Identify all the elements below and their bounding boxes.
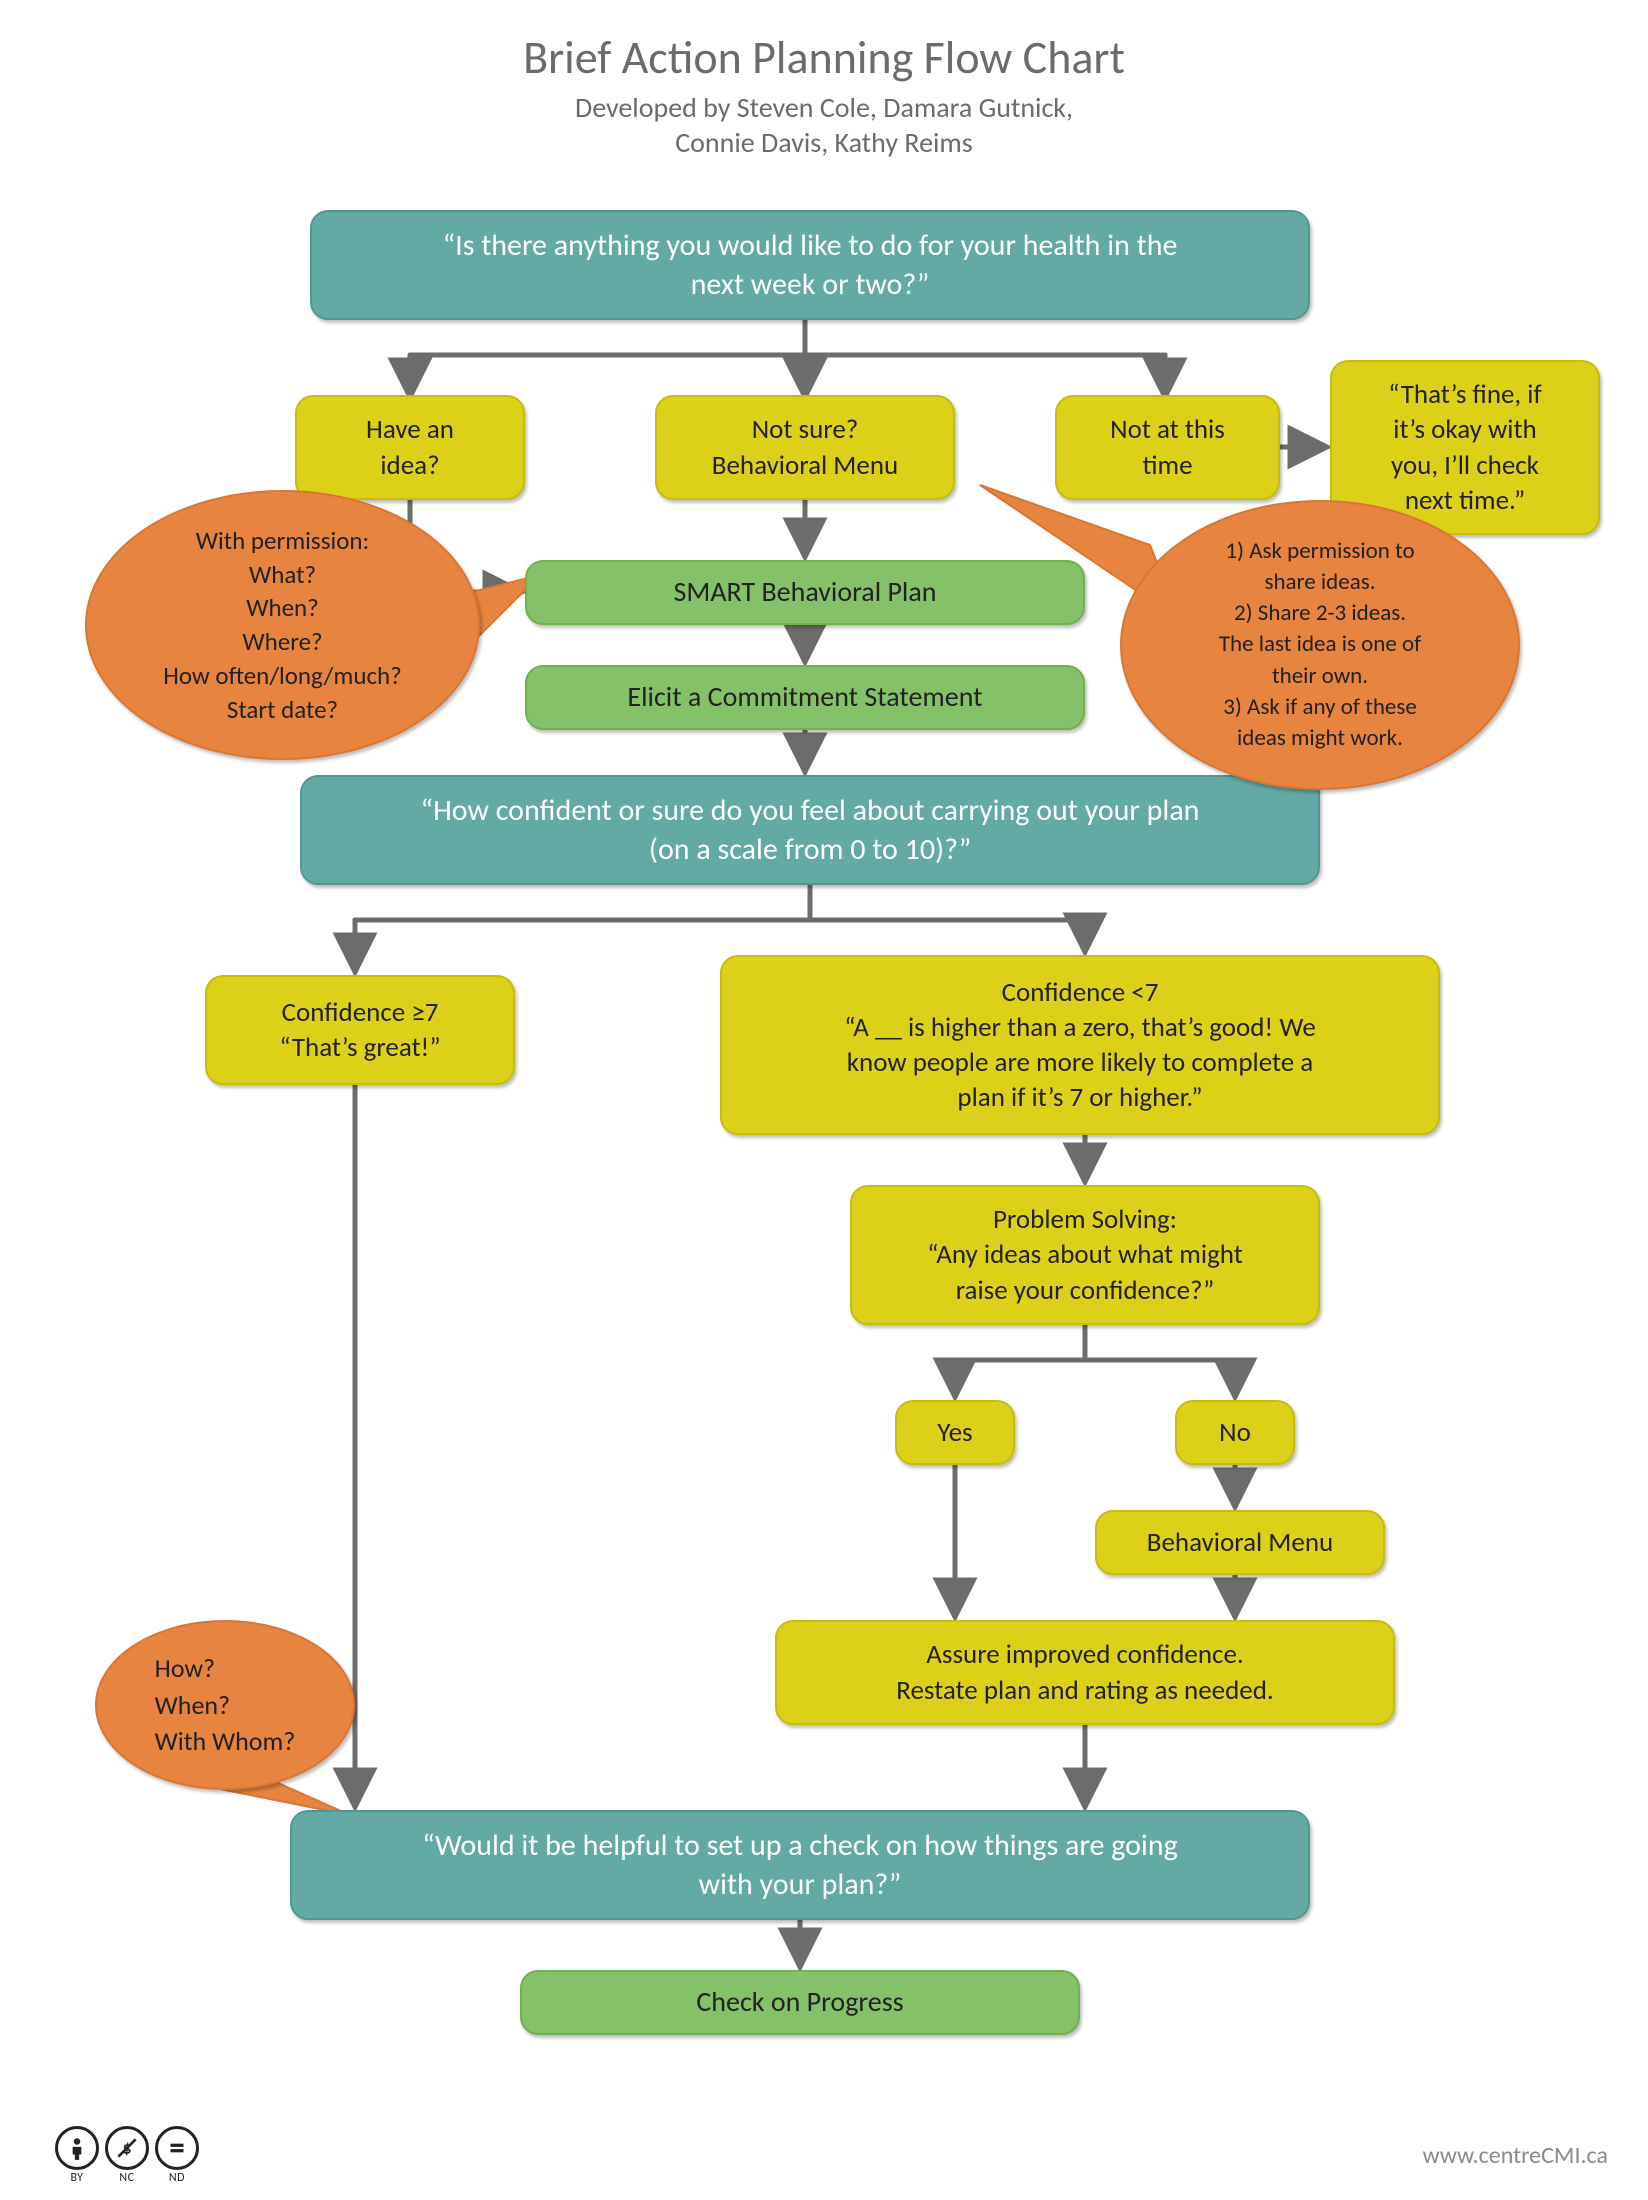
footer-url: www.centreCMI.ca	[1422, 2141, 1608, 2170]
node-not-sure: Not sure?Behavioral Menu	[655, 395, 955, 500]
node-yes: Yes	[895, 1400, 1015, 1465]
license-badges: $	[55, 2126, 199, 2170]
node-conf-high: Confidence ≥7“That’s great!”	[205, 975, 515, 1085]
node-start: “Is there anything you would like to do …	[310, 210, 1310, 320]
node-check-progress: Check on Progress	[520, 1970, 1080, 2035]
cc-by-icon	[55, 2126, 99, 2170]
node-smart: SMART Behavioral Plan	[525, 560, 1085, 625]
cc-nc-icon: $	[105, 2126, 149, 2170]
node-conf-low: Confidence <7“A __ is higher than a zero…	[720, 955, 1440, 1135]
node-check-q: “Would it be helpful to set up a check o…	[290, 1810, 1310, 1920]
flowchart-canvas: Brief Action Planning Flow Chart Develop…	[0, 0, 1648, 2200]
node-no: No	[1175, 1400, 1295, 1465]
page-subtitle-1: Developed by Steven Cole, Damara Gutnick…	[0, 90, 1648, 125]
page-subtitle-2: Connie Davis, Kathy Reims	[0, 125, 1648, 160]
callout-how-when: How?When?With Whom?	[95, 1620, 355, 1790]
node-elicit: Elicit a Commitment Statement	[525, 665, 1085, 730]
cc-nd-icon	[155, 2126, 199, 2170]
node-beh-menu-2: Behavioral Menu	[1095, 1510, 1385, 1575]
node-have-idea: Have anidea?	[295, 395, 525, 500]
node-problem: Problem Solving:“Any ideas about what mi…	[850, 1185, 1320, 1325]
node-not-now: Not at thistime	[1055, 395, 1280, 500]
node-assure: Assure improved confidence.Restate plan …	[775, 1620, 1395, 1725]
node-confidence-q: “How confident or sure do you feel about…	[300, 775, 1320, 885]
callout-share-ideas: 1) Ask permission toshare ideas.2) Share…	[1120, 500, 1520, 790]
page-title: Brief Action Planning Flow Chart	[0, 30, 1648, 86]
callout-permission: With permission:What?When?Where?How ofte…	[85, 490, 480, 760]
